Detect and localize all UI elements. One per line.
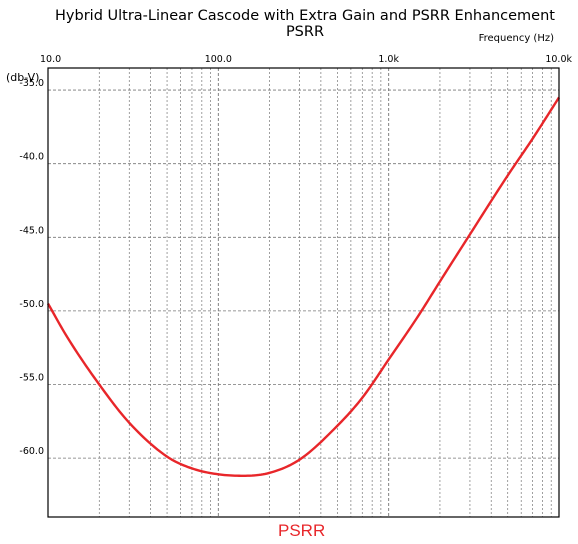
series-line-psrr [46,96,561,477]
tick-labels: 10.0 100.0 1.0k 10.0k -35.0 -40.0 -45.0 -50.0 -5… [19,54,572,457]
chart-title: Hybrid Ultra-Linear Cascode with Extra G… [55,8,555,40]
y-tick-label: -45.0 [19,225,44,236]
y-axis-label: (db-V) [6,71,40,84]
plot-frame [47,67,560,518]
y-tick-label: -35.0 [19,78,44,89]
y-tick-label: -50.0 [19,299,44,310]
y-tick-label: -40.0 [19,152,44,163]
grid [48,68,559,517]
x-tick-label: 10.0k [545,54,572,65]
y-tick-label: -55.0 [19,373,44,384]
y-tick-label: -60.0 [19,446,44,457]
x-axis-label: Frequency (Hz) [478,33,554,44]
x-tick-label: 1.0k [378,54,399,65]
x-tick-label: 10.0 [40,54,61,65]
legend-entry-psrr: PSRR [278,521,326,540]
x-tick-label: 100.0 [205,54,232,65]
series-layer [46,96,561,477]
